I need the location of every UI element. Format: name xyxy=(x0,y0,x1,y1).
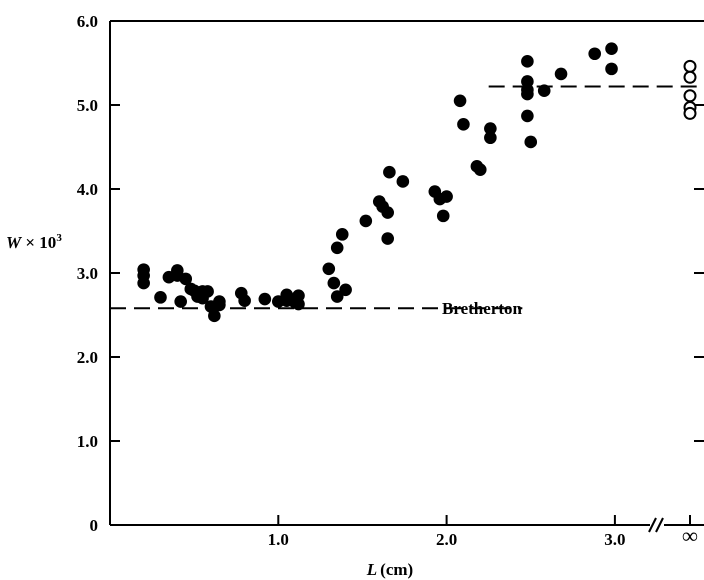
x-axis-unit: (cm) xyxy=(380,560,413,579)
data-point xyxy=(322,262,336,276)
data-points xyxy=(137,42,618,323)
data-point xyxy=(359,214,373,228)
y-tick-label: 6.0 xyxy=(77,12,98,31)
data-point xyxy=(179,272,193,286)
data-point xyxy=(605,42,618,56)
data-point-infinity xyxy=(683,106,697,120)
data-point xyxy=(381,232,394,245)
y-ticks: 0 1.0 2.0 3.0 4.0 5.0 6.0 xyxy=(77,12,704,535)
y-axis-title: W × 103 xyxy=(6,232,62,252)
data-point xyxy=(484,131,497,145)
y-tick-label: 1.0 xyxy=(77,432,98,451)
data-point xyxy=(330,290,344,303)
data-point xyxy=(330,241,344,255)
data-point xyxy=(521,55,534,68)
data-point xyxy=(292,297,305,311)
data-point xyxy=(396,175,410,188)
data-point xyxy=(473,163,487,176)
y-axis-rest: × 10 xyxy=(21,233,56,252)
data-point-infinity xyxy=(683,89,697,103)
data-point xyxy=(588,47,602,61)
data-point xyxy=(137,276,150,290)
data-point xyxy=(335,228,349,241)
data-point xyxy=(457,118,470,131)
data-point xyxy=(440,190,453,203)
data-point xyxy=(537,84,551,98)
y-axis-var: W xyxy=(6,233,23,252)
axis-break-icon xyxy=(648,517,664,533)
x-axis-var: L xyxy=(366,560,377,579)
data-point xyxy=(524,135,538,149)
data-point xyxy=(383,165,396,179)
data-point xyxy=(484,122,497,135)
y-tick-label: 2.0 xyxy=(77,348,98,367)
y-tick-label: 5.0 xyxy=(77,96,98,115)
x-ticks: 1.0 2.0 3.0 xyxy=(268,515,691,549)
y-tick-label: 4.0 xyxy=(77,180,98,199)
data-point xyxy=(453,94,467,108)
data-point xyxy=(258,292,272,306)
reference-lines xyxy=(110,85,700,310)
data-point xyxy=(381,206,394,219)
infinity-tick-label: ∞ xyxy=(682,523,698,548)
x-tick-label: 3.0 xyxy=(604,530,625,549)
annotation-bretherton: Bretherton xyxy=(442,299,522,318)
data-point xyxy=(339,283,352,297)
y-tick-label: 0 xyxy=(90,516,99,535)
data-point xyxy=(521,109,534,123)
data-point xyxy=(213,298,226,312)
y-tick-label: 3.0 xyxy=(77,264,98,283)
data-point xyxy=(436,209,450,223)
x-tick-label: 1.0 xyxy=(268,530,289,549)
data-point xyxy=(521,87,534,101)
data-point-infinity xyxy=(683,59,697,73)
data-point xyxy=(201,285,214,298)
plot-frame xyxy=(109,20,704,533)
x-axis-title: L (cm) xyxy=(366,560,413,579)
data-point xyxy=(174,295,187,308)
data-point xyxy=(238,294,251,308)
y-axis-exponent: 3 xyxy=(56,232,62,244)
data-point xyxy=(605,62,618,76)
x-tick-label: 2.0 xyxy=(436,530,457,549)
data-point xyxy=(154,291,167,304)
data-point xyxy=(554,67,568,81)
data-point xyxy=(208,309,221,323)
infinity-points xyxy=(683,59,697,120)
data-point-infinity xyxy=(683,70,697,84)
data-point xyxy=(327,276,341,290)
